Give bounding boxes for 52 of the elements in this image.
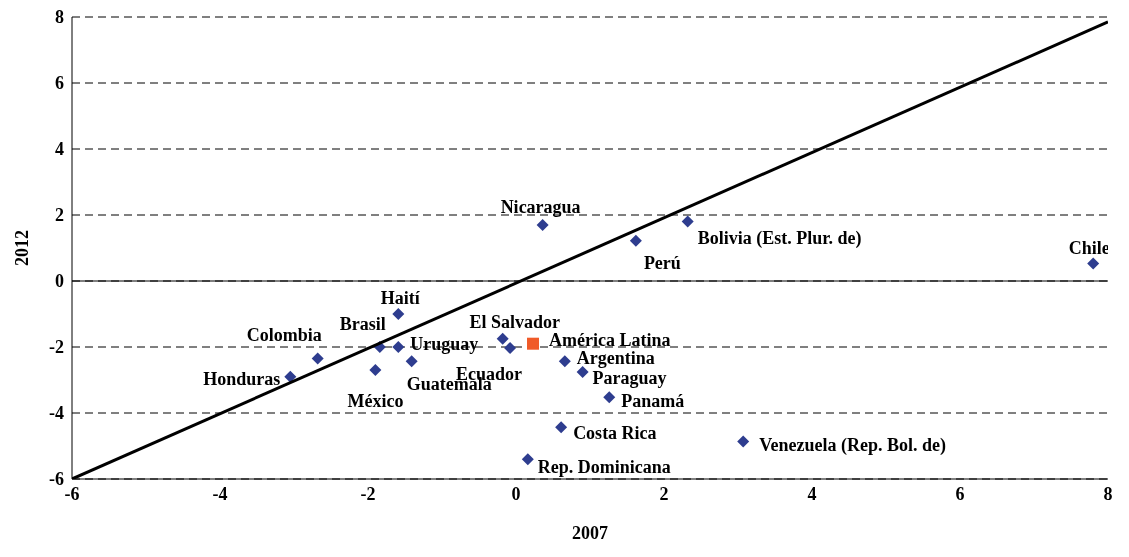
point [392,341,405,353]
y-tick-label: 4 [55,139,64,160]
x-tick-label: 4 [807,483,817,504]
y-tick-label: -2 [49,337,64,358]
point [1087,257,1100,270]
annotation: El Salvador [469,311,560,332]
annotation: Brasil [339,314,386,335]
point [558,355,571,368]
point [369,364,382,377]
annotation: América Latina [549,329,671,350]
point [521,453,534,466]
x-tick-label: 8 [1103,483,1113,504]
x-tick-label: 0 [511,483,521,504]
annotation: Nicaragua [500,197,581,218]
point [405,355,418,368]
point [603,391,616,404]
point [681,215,694,228]
point [311,352,324,365]
annotation: Honduras [203,368,281,389]
point [737,435,750,448]
point [392,308,405,320]
x-tick-label: -4 [212,483,228,504]
x-tick-label: -2 [360,483,376,504]
y-tick-label: -6 [49,469,64,490]
x-tick-label: 6 [955,483,965,504]
x-axis-title: 2007 [572,523,608,543]
annotation: Paraguay [592,368,667,389]
point [527,337,540,350]
annotation: Uruguay [410,334,479,355]
annotation: Rep. Dominicana [537,457,671,478]
point [536,218,549,231]
point [284,370,297,383]
annotation: Argentina [576,348,655,369]
point [629,234,642,247]
y-tick-label: 6 [55,73,64,94]
annotation: Colombia [246,324,322,345]
point [496,332,509,345]
annotation: Costa Rica [573,423,657,444]
y-axis-title: 2012 [12,230,33,266]
point [555,421,568,434]
y-tick-label: -4 [49,403,64,424]
annotation: Venezuela (Rep. Bol. de) [759,434,947,456]
y-tick-label: 8 [55,7,64,28]
annotation: Perú [643,252,681,273]
annotation: Bolivia (Est. Plur. de) [697,227,862,249]
annotation: México [347,391,404,412]
annotation: Haití [380,288,421,309]
annotation: Panamá [621,391,685,412]
y-tick-label: 0 [55,271,64,292]
x-tick-label: 2 [659,483,669,504]
point [504,341,517,354]
y-tick-label: 2 [55,205,64,226]
